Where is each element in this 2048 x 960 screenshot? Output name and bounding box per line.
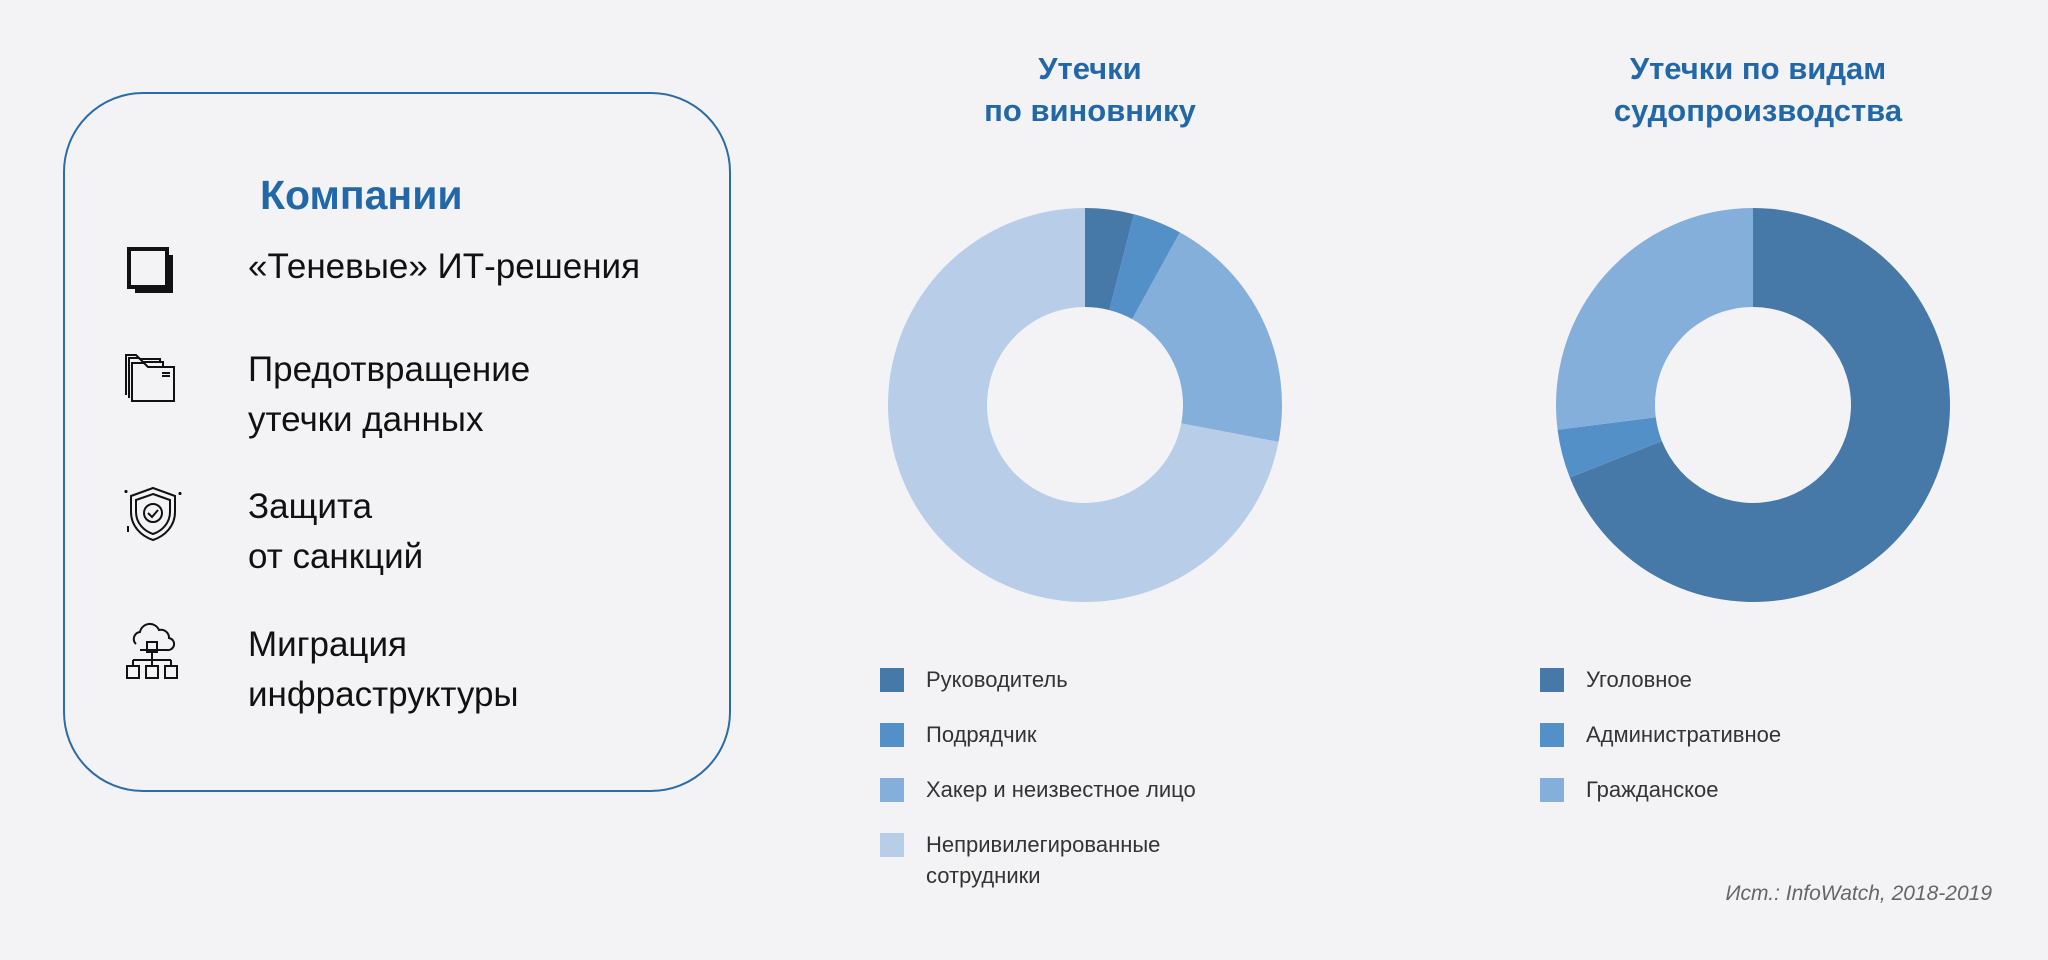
legend-swatch (880, 833, 904, 857)
donut-slice-1 (1085, 208, 1134, 311)
item-text-line2: от санкций (248, 537, 424, 576)
legend-swatch (880, 668, 904, 692)
legend-label: Руководитель (926, 667, 1068, 692)
chart1-title-line2: по виновнику (984, 93, 1196, 128)
legend-label: Подрядчик (926, 722, 1037, 747)
donut-slice-2 (1557, 417, 1662, 478)
item-text-line1: Защита (248, 487, 373, 526)
companies-panel (63, 92, 731, 792)
item-text-line2: утечки данных (248, 400, 484, 439)
source-note: Ист.: InfoWatch, 2018-2019 (1725, 882, 1992, 905)
donut-slice-3 (1556, 208, 1753, 430)
chart1-donut (888, 208, 1282, 602)
chart2-title-line2: судопроизводства (1613, 93, 1903, 128)
panel-title: Компании (260, 172, 463, 218)
chart1-title-line1: Утечки (1038, 51, 1142, 86)
donut-slice-3 (1132, 232, 1282, 442)
chart1-title: Утечки по виновнику (840, 48, 1340, 132)
legend-swatch (1540, 668, 1564, 692)
legend-label: Административное (1586, 722, 1782, 747)
chart2-title: Утечки по видам судопроизводства (1508, 48, 2008, 132)
chart2-title-line1: Утечки по видам (1629, 51, 1887, 86)
chart2-donut (1556, 208, 1950, 602)
folders-icon (125, 354, 175, 402)
item-text-line2: инфраструктуры (248, 675, 519, 714)
legend-label: Непривилегированные (926, 832, 1161, 857)
shadow-square-icon (127, 247, 173, 293)
item-text-line1: Миграция (248, 625, 407, 664)
legend-label: Гражданское (1586, 777, 1719, 802)
donut-slice-2 (1109, 214, 1180, 320)
legend-label: Хакер и неизвестное лицо (926, 777, 1196, 802)
cloud-network-icon (126, 622, 178, 679)
legend-label: Уголовное (1586, 667, 1692, 692)
donut-slice-1 (1569, 208, 1950, 602)
legend-swatch (1540, 723, 1564, 747)
item-text-line1: Предотвращение (248, 350, 531, 389)
item-text: «Теневые» ИТ-решения (248, 247, 641, 286)
legend-swatch (1540, 778, 1564, 802)
donut-slice-4 (888, 208, 1279, 602)
legend-label: сотрудники (926, 863, 1041, 888)
legend-swatch (880, 778, 904, 802)
shield-check-icon (124, 486, 182, 542)
legend-swatch (880, 723, 904, 747)
